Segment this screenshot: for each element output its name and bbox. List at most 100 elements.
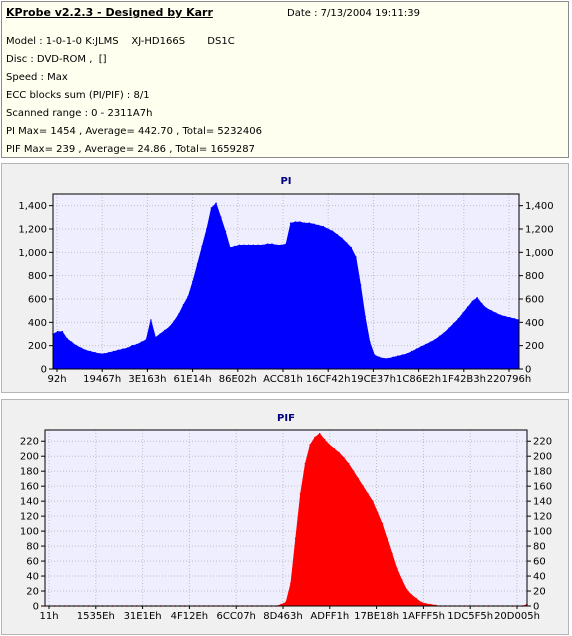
pi-data-point <box>443 332 446 334</box>
pi-ytick-label-left: 1,200 <box>18 225 47 236</box>
ecc-line: ECC blocks sum (PI/PIF) : 8/1 <box>6 90 150 101</box>
pi-data-point <box>206 228 208 230</box>
pi-data-point <box>210 207 213 209</box>
pif-chart: PIF 0 0 20 20 40 40 60 60 80 80 100 100 120 120 140 140 1… <box>20 413 552 622</box>
pif-data-point <box>391 552 393 555</box>
pi-data-point <box>420 346 422 348</box>
pi-ytick-label-left: 400 <box>28 318 47 329</box>
pif-data-point <box>415 597 417 600</box>
pi-data-point <box>159 333 161 335</box>
pif-ytick-label-left: 220 <box>20 437 39 448</box>
pif-xtick-label: 8D463h <box>263 611 303 622</box>
pi-data-point <box>103 353 106 355</box>
pif-ytick-label-left: 200 <box>20 452 39 463</box>
pi-ytick-label-right: 800 <box>525 271 544 282</box>
pi-ytick-label-left: 200 <box>28 341 47 352</box>
pi-data-point <box>317 224 320 227</box>
pi-xtick-label: 3E163h <box>128 374 166 385</box>
pi-data-point <box>373 354 376 356</box>
pif-ytick-label-right: 160 <box>533 482 552 493</box>
pi-ytick-label-right: 400 <box>525 318 544 329</box>
pif-xtick-label: 1AFFF5h <box>402 611 445 622</box>
pi-data-point <box>238 244 241 247</box>
pi-chart-panel: PI 0 0 200 200 400 400 600 600 800 800 1,000 1,000 1,… <box>1 163 569 393</box>
pi-data-point <box>303 222 306 224</box>
pif-data-point <box>381 522 384 525</box>
pi-data-point <box>313 223 315 226</box>
pif-data-point <box>318 432 321 435</box>
pif-chart-title: PIF <box>277 413 295 424</box>
pi-data-point <box>94 351 96 354</box>
pi-data-point <box>355 256 357 258</box>
pi-data-point <box>490 309 492 312</box>
scan-date: Date : 7/13/2004 19:11:39 <box>287 8 420 19</box>
pi-data-point <box>201 245 203 248</box>
pi-data-point <box>56 330 59 333</box>
pi-data-point <box>122 348 124 350</box>
pi-data-point <box>448 327 450 329</box>
pi-ytick-label-right: 600 <box>525 295 544 306</box>
pi-data-point <box>224 230 227 233</box>
pi-data-point <box>439 335 441 338</box>
pif-xtick-label: 11h <box>39 611 58 622</box>
pif-data-point <box>299 492 302 495</box>
pi-data-point <box>401 354 404 356</box>
pi-data-point <box>471 300 474 303</box>
pif-xtick-label: 20D005h <box>494 611 540 622</box>
pif-data-point <box>314 436 316 439</box>
pi-data-point <box>434 339 436 341</box>
pi-data-point <box>275 244 278 247</box>
pif-xtick-label: 17BE18h <box>354 611 399 622</box>
pi-data-point <box>457 318 460 320</box>
pi-data-point <box>513 318 516 320</box>
pi-data-point <box>429 341 432 343</box>
pif-ytick-label-right: 220 <box>533 437 552 448</box>
pif-data-point <box>376 511 379 514</box>
pif-ytick-label-left: 160 <box>20 482 39 493</box>
pi-data-point <box>164 329 166 332</box>
pi-data-point <box>392 356 395 359</box>
pi-data-point <box>415 348 418 350</box>
pi-xtick-label: 220796h <box>487 374 532 385</box>
pi-data-point <box>220 216 222 219</box>
pi-xtick-label: ACC81h <box>263 374 303 385</box>
pi-xtick-label: 19467h <box>83 374 121 385</box>
pi-data-point <box>378 356 381 359</box>
model-line: Model : 1-0-1-0 K:JLMS XJ-HD166S DS1C <box>6 36 235 47</box>
pi-data-point <box>98 353 101 355</box>
pif-ytick-label-left: 80 <box>26 542 39 553</box>
pi-ytick-label-left: 1,000 <box>18 248 47 259</box>
pi-data-point <box>308 222 311 224</box>
pi-data-point <box>261 244 264 247</box>
pi-xtick-label: 16CF42h <box>306 374 351 385</box>
pi-data-point <box>299 221 301 223</box>
pif-ytick-label-right: 200 <box>533 452 552 463</box>
pi-data-point <box>75 344 78 347</box>
pi-data-point <box>499 314 502 317</box>
pi-ytick-label-left: 1,400 <box>18 201 47 212</box>
pi-xtick-label: 1C86E2h <box>396 374 441 385</box>
pif-ytick-label-left: 40 <box>26 572 39 583</box>
pi-data-point <box>364 315 367 318</box>
pi-data-point <box>285 243 287 245</box>
pif-data-point <box>343 456 345 459</box>
disc-line: Disc : DVD-ROM , [] <box>6 54 107 65</box>
pif-data-point <box>386 537 389 540</box>
pi-data-point <box>80 347 82 349</box>
pif-data-point <box>294 537 297 540</box>
pi-data-point <box>112 350 115 353</box>
pi-ytick-label-right: 200 <box>525 341 544 352</box>
pif-xtick-label: 31E1Eh <box>124 611 162 622</box>
pif-data-point <box>328 444 331 446</box>
pif-ytick-label-right: 40 <box>533 572 546 583</box>
pi-data-point <box>66 337 68 340</box>
pi-data-point <box>150 319 152 321</box>
pi-data-point <box>233 245 236 248</box>
pif-data-point <box>304 462 307 465</box>
pif-ytick-label-right: 0 <box>533 602 539 613</box>
pif-data-point <box>429 603 432 606</box>
pif-ytick-label-right: 120 <box>533 512 552 523</box>
pif-data-point <box>425 603 427 605</box>
pif-xtick-label: 1DC5F5h <box>447 611 493 622</box>
pif-ytick-label-left: 120 <box>20 512 39 523</box>
